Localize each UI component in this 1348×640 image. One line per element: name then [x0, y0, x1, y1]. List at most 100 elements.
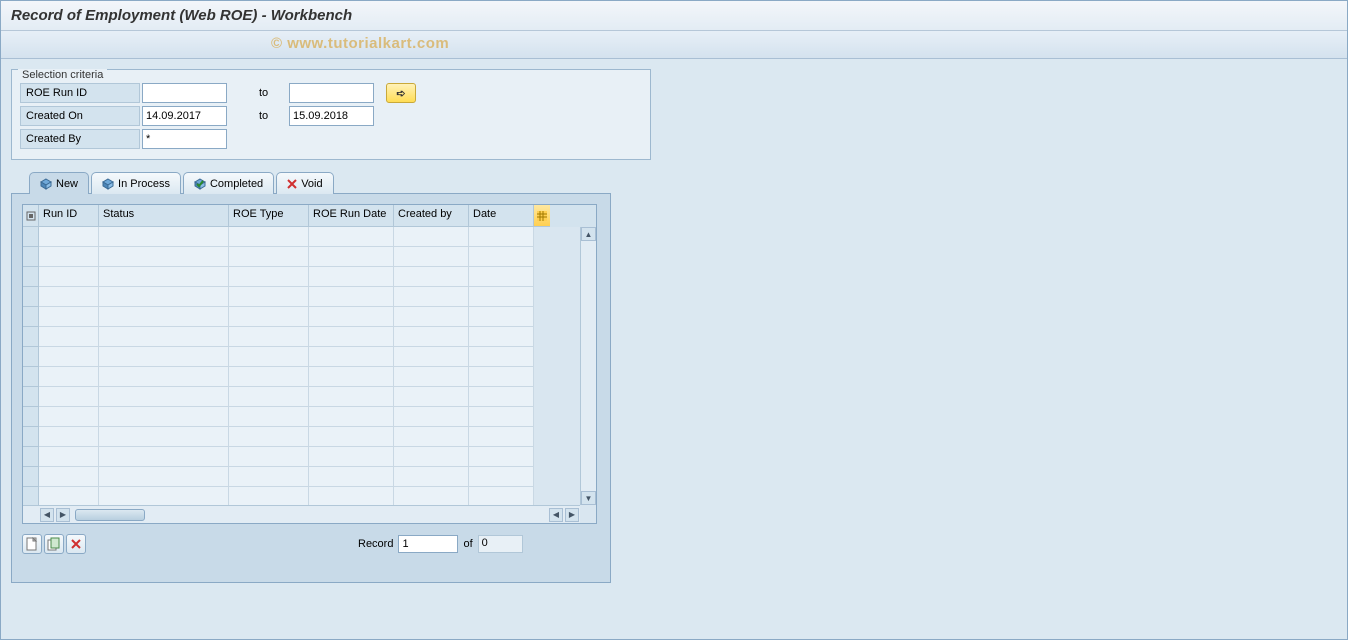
- cell[interactable]: [394, 427, 469, 447]
- cell[interactable]: [469, 367, 534, 387]
- cell[interactable]: [394, 327, 469, 347]
- vertical-scrollbar[interactable]: ▲ ▼: [580, 227, 596, 505]
- cell[interactable]: [469, 267, 534, 287]
- row-header[interactable]: [23, 287, 39, 307]
- row-header[interactable]: [23, 267, 39, 287]
- copy-button[interactable]: [44, 534, 64, 554]
- cell[interactable]: [39, 347, 99, 367]
- column-header-runid[interactable]: Run ID: [39, 205, 99, 227]
- table-row[interactable]: [23, 247, 580, 267]
- cell[interactable]: [309, 287, 394, 307]
- cell[interactable]: [39, 267, 99, 287]
- input-created-on-to[interactable]: [289, 106, 374, 126]
- cell[interactable]: [229, 247, 309, 267]
- cell[interactable]: [39, 487, 99, 507]
- cell[interactable]: [394, 267, 469, 287]
- cell[interactable]: [229, 307, 309, 327]
- cell[interactable]: [99, 367, 229, 387]
- cell[interactable]: [469, 487, 534, 507]
- horizontal-scrollbar[interactable]: ◀ ▶ ◀ ▶: [23, 505, 580, 523]
- cell[interactable]: [99, 247, 229, 267]
- cell[interactable]: [229, 427, 309, 447]
- row-header[interactable]: [23, 347, 39, 367]
- cell[interactable]: [99, 227, 229, 247]
- table-row[interactable]: [23, 387, 580, 407]
- cell[interactable]: [469, 327, 534, 347]
- cell[interactable]: [229, 327, 309, 347]
- scroll-left-button-2[interactable]: ◀: [549, 508, 563, 522]
- cell[interactable]: [394, 487, 469, 507]
- cell[interactable]: [229, 347, 309, 367]
- cell[interactable]: [469, 467, 534, 487]
- cell[interactable]: [229, 487, 309, 507]
- tab-void[interactable]: Void: [276, 172, 333, 194]
- column-header-status[interactable]: Status: [99, 205, 229, 227]
- cell[interactable]: [469, 447, 534, 467]
- scroll-track-v[interactable]: [581, 241, 596, 491]
- scroll-right-button-1[interactable]: ▶: [56, 508, 70, 522]
- cell[interactable]: [394, 447, 469, 467]
- record-current-input[interactable]: [398, 535, 458, 553]
- row-header[interactable]: [23, 427, 39, 447]
- cell[interactable]: [39, 247, 99, 267]
- cell[interactable]: [394, 307, 469, 327]
- row-header[interactable]: [23, 307, 39, 327]
- table-row[interactable]: [23, 327, 580, 347]
- scroll-down-button[interactable]: ▼: [581, 491, 596, 505]
- cell[interactable]: [99, 407, 229, 427]
- cell[interactable]: [99, 447, 229, 467]
- table-row[interactable]: [23, 287, 580, 307]
- column-header-createdby[interactable]: Created by: [394, 205, 469, 227]
- cell[interactable]: [394, 287, 469, 307]
- cell[interactable]: [99, 267, 229, 287]
- multiple-selection-button[interactable]: ➪: [386, 83, 416, 103]
- input-created-by[interactable]: [142, 129, 227, 149]
- cell[interactable]: [469, 387, 534, 407]
- cell[interactable]: [39, 287, 99, 307]
- create-button[interactable]: [22, 534, 42, 554]
- cell[interactable]: [309, 427, 394, 447]
- table-row[interactable]: [23, 227, 580, 247]
- cell[interactable]: [229, 227, 309, 247]
- row-header[interactable]: [23, 247, 39, 267]
- column-header-roerundate[interactable]: ROE Run Date: [309, 205, 394, 227]
- cell[interactable]: [39, 387, 99, 407]
- scroll-thumb-h[interactable]: [75, 509, 145, 521]
- cell[interactable]: [309, 327, 394, 347]
- cell[interactable]: [309, 407, 394, 427]
- delete-button[interactable]: [66, 534, 86, 554]
- table-row[interactable]: [23, 467, 580, 487]
- tab-new[interactable]: New: [29, 172, 89, 194]
- table-row[interactable]: [23, 307, 580, 327]
- row-header[interactable]: [23, 327, 39, 347]
- cell[interactable]: [309, 267, 394, 287]
- cell[interactable]: [469, 347, 534, 367]
- cell[interactable]: [229, 447, 309, 467]
- cell[interactable]: [229, 287, 309, 307]
- scroll-up-button[interactable]: ▲: [581, 227, 596, 241]
- cell[interactable]: [229, 367, 309, 387]
- cell[interactable]: [99, 467, 229, 487]
- cell[interactable]: [309, 247, 394, 267]
- cell[interactable]: [309, 367, 394, 387]
- cell[interactable]: [309, 467, 394, 487]
- cell[interactable]: [39, 407, 99, 427]
- cell[interactable]: [394, 367, 469, 387]
- table-row[interactable]: [23, 267, 580, 287]
- cell[interactable]: [39, 427, 99, 447]
- cell[interactable]: [39, 367, 99, 387]
- row-header[interactable]: [23, 367, 39, 387]
- cell[interactable]: [469, 287, 534, 307]
- cell[interactable]: [394, 227, 469, 247]
- cell[interactable]: [394, 387, 469, 407]
- cell[interactable]: [99, 347, 229, 367]
- cell[interactable]: [229, 467, 309, 487]
- input-roe-run-id-to[interactable]: [289, 83, 374, 103]
- cell[interactable]: [229, 267, 309, 287]
- table-row[interactable]: [23, 427, 580, 447]
- cell[interactable]: [39, 327, 99, 347]
- input-roe-run-id-from[interactable]: [142, 83, 227, 103]
- cell[interactable]: [309, 387, 394, 407]
- cell[interactable]: [309, 307, 394, 327]
- column-header-date[interactable]: Date: [469, 205, 534, 227]
